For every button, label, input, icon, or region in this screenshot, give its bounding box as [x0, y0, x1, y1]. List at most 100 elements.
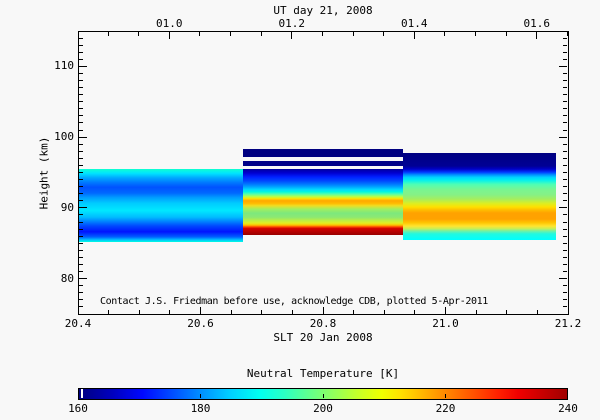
colorbar-left-marker	[81, 389, 83, 398]
y-axis-minor-tick	[79, 271, 83, 273]
colorbar-tick-label: 180	[190, 402, 211, 415]
y-axis-minor-tick-right	[563, 271, 567, 273]
y-axis-minor-tick-right	[563, 179, 567, 181]
ut-axis-major-tick	[168, 32, 170, 39]
y-axis-minor-tick	[79, 122, 83, 124]
y-axis-minor-tick-right	[563, 221, 567, 223]
y-axis-minor-tick-right	[563, 157, 567, 159]
y-axis-minor-tick-right	[563, 51, 567, 53]
y-axis-major-tick-right	[559, 136, 567, 138]
y-axis-minor-tick	[79, 249, 83, 251]
colorbar-notch	[322, 394, 324, 398]
ut-axis-tick-label: 01.2	[278, 17, 306, 30]
y-axis-tick-label: 90	[60, 200, 74, 214]
y-axis-minor-tick	[79, 129, 83, 131]
y-axis-minor-tick	[79, 101, 83, 103]
y-axis-minor-tick-right	[563, 172, 567, 173]
y-axis-minor-tick-right	[563, 228, 567, 230]
y-axis-tick-label: 110	[54, 59, 74, 73]
ut-axis-minor-tick	[475, 32, 476, 36]
y-axis-minor-tick-right	[563, 72, 567, 74]
x-axis-major-tick	[445, 307, 446, 314]
y-axis-tick-label: 100	[54, 130, 74, 144]
y-axis-minor-tick	[79, 186, 83, 188]
y-axis-minor-tick	[79, 87, 83, 89]
y-axis-minor-tick-right	[563, 186, 567, 188]
x-axis-minor-tick	[536, 310, 538, 314]
y-axis-major-tick	[79, 278, 87, 280]
y-axis-minor-tick-right	[563, 193, 567, 195]
ut-axis-tick-label: 01.4	[401, 17, 428, 30]
y-axis-minor-tick	[79, 150, 83, 152]
y-axis-minor-tick-right	[563, 37, 567, 39]
y-axis-minor-tick	[79, 214, 83, 216]
y-axis-minor-tick	[79, 200, 83, 202]
y-axis-minor-tick	[79, 263, 83, 265]
x-axis-tick-label: 21.2	[554, 317, 582, 330]
x-axis-minor-tick	[475, 310, 477, 314]
y-axis-minor-tick	[79, 72, 83, 74]
y-axis-minor-tick	[79, 299, 83, 301]
y-axis-minor-tick	[79, 242, 83, 244]
ut-axis-tick-label: 01.6	[523, 17, 551, 30]
ut-axis-minor-tick	[107, 32, 109, 36]
x-axis-minor-tick	[414, 310, 416, 314]
y-axis-minor-tick-right	[563, 299, 567, 301]
y-axis-minor-tick-right	[563, 80, 567, 82]
y-axis-minor-tick	[79, 256, 83, 258]
ut-axis-minor-tick	[566, 32, 568, 36]
y-axis-major-tick-right	[559, 278, 567, 280]
y-axis-minor-tick-right	[563, 122, 567, 124]
ut-axis-minor-tick	[505, 32, 507, 36]
y-axis-minor-tick	[79, 172, 83, 173]
y-axis-minor-tick-right	[563, 101, 567, 103]
ut-axis-minor-tick	[138, 32, 140, 36]
y-axis-minor-tick	[79, 306, 83, 308]
y-axis-minor-tick-right	[563, 58, 567, 60]
ut-axis-minor-tick	[230, 32, 231, 36]
plot-annotation: Contact J.S. Friedman before use, acknow…	[100, 296, 488, 307]
x-axis-tick-label: 20.8	[309, 317, 337, 330]
y-axis-minor-tick	[79, 58, 83, 60]
x-axis-title: SLT 20 Jan 2008	[273, 331, 373, 344]
y-axis-minor-tick-right	[563, 292, 567, 294]
heatmap-band	[243, 160, 403, 166]
y-axis-minor-tick-right	[563, 108, 567, 110]
colorbar-notch	[200, 394, 201, 398]
colorbar-tick-label: 160	[68, 402, 88, 415]
y-axis-minor-tick	[79, 285, 83, 287]
y-axis-minor-tick-right	[563, 242, 567, 244]
ut-axis-major-tick	[413, 32, 415, 39]
x-axis-minor-tick	[230, 310, 232, 314]
ut-axis-minor-tick	[352, 32, 354, 36]
y-axis-major-tick	[79, 65, 87, 67]
y-axis-minor-tick-right	[563, 87, 567, 89]
y-axis-major-tick-right	[559, 65, 567, 67]
x-axis-minor-tick	[291, 310, 293, 314]
ut-axis-minor-tick	[383, 32, 385, 36]
y-axis-minor-tick-right	[563, 256, 567, 258]
heatmap-block	[78, 168, 244, 242]
ut-axis-minor-tick	[444, 32, 446, 36]
colorbar-tick-label: 200	[313, 402, 333, 415]
y-axis-minor-tick	[79, 228, 83, 230]
y-axis-minor-tick-right	[563, 214, 567, 216]
y-axis-minor-tick	[79, 51, 83, 53]
x-axis-tick-label: 21.0	[432, 317, 459, 330]
y-axis-minor-tick-right	[563, 129, 567, 131]
x-axis-tick-label: 20.6	[187, 317, 214, 330]
y-axis-minor-tick-right	[563, 164, 567, 166]
ut-axis-major-tick	[291, 32, 293, 39]
y-axis-minor-tick	[79, 115, 83, 117]
y-axis-minor-tick-right	[563, 235, 567, 237]
y-axis-minor-tick	[79, 292, 83, 294]
y-axis-minor-tick-right	[563, 249, 567, 251]
x-axis-minor-tick	[353, 310, 355, 314]
ut-axis-minor-tick	[260, 32, 262, 36]
y-axis-minor-tick-right	[563, 94, 567, 96]
y-axis-minor-tick-right	[563, 285, 567, 287]
y-axis-minor-tick-right	[563, 150, 567, 152]
y-axis-minor-tick	[79, 108, 83, 110]
x-axis-minor-tick	[506, 310, 508, 314]
